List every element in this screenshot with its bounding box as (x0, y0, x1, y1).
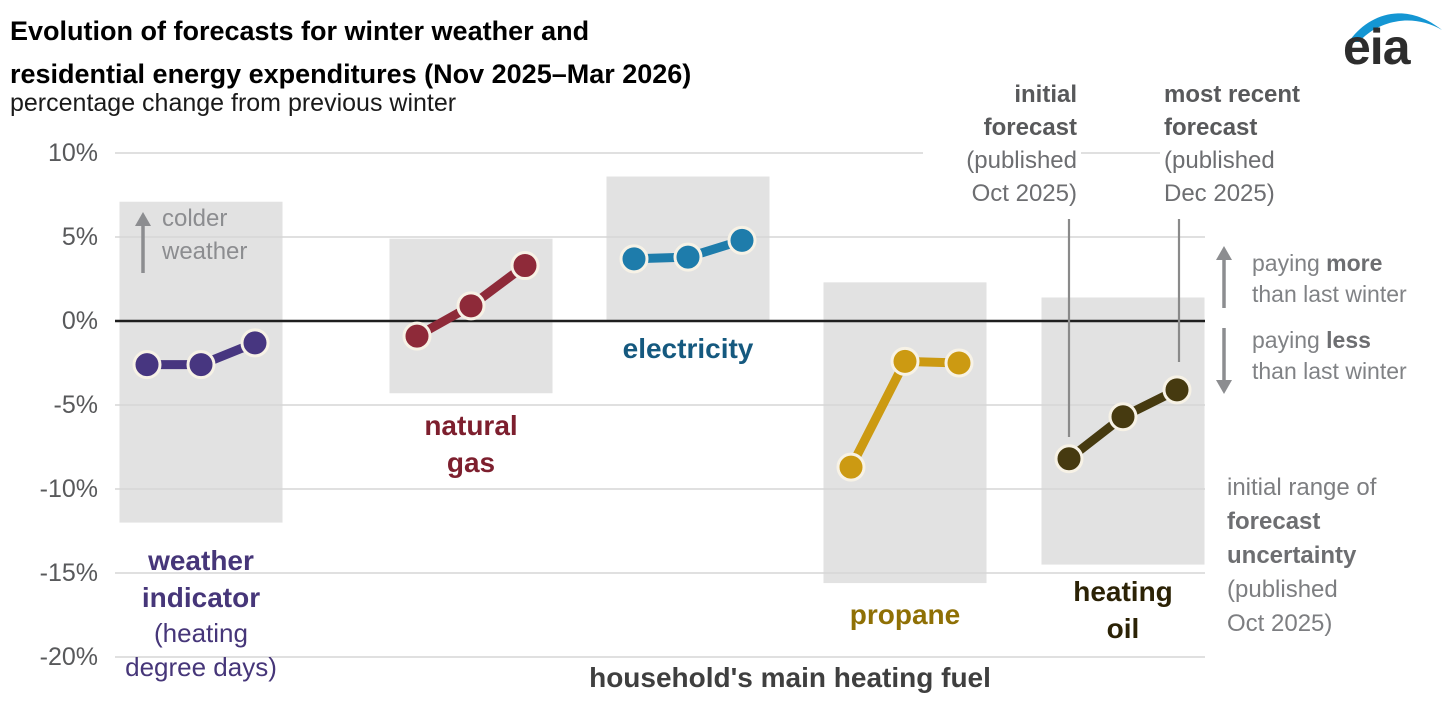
chart-title: Evolution of forecasts for winter weathe… (10, 10, 691, 96)
initial-forecast-line3: (published (966, 147, 1077, 174)
data-point-natural-gas-2 (510, 251, 540, 281)
y-tick-label--20: -20% (39, 643, 98, 671)
group-label-line: indicator (141, 582, 261, 613)
eia-logo-text: eia (1343, 19, 1411, 75)
data-point-weather-indicator-2 (240, 328, 270, 358)
uncertainty-bold2: uncertainty (1227, 542, 1357, 569)
group-label-weather-indicator: weather indicator (heating degree days) (71, 542, 331, 684)
uncertainty-line1: initial range of (1227, 474, 1377, 501)
paying-less-line2: than last winter (1252, 358, 1407, 384)
y-tick-label-10: 10% (47, 139, 98, 167)
eia-logo: eia (1341, 6, 1442, 76)
data-point-propane-0 (836, 452, 866, 482)
data-point-heating-oil-1 (1108, 402, 1138, 432)
initial-forecast-annotation: initial forecast (published Oct 2025) (923, 78, 1081, 210)
chart-subtitle: percentage change from previous winter (10, 89, 457, 117)
data-point-electricity-0 (619, 244, 649, 274)
group-label-line: propane (849, 599, 961, 630)
colder-weather-arrow-icon (135, 212, 151, 226)
group-label-line: (heating (154, 618, 248, 648)
uncertainty-line3: (published (1227, 576, 1338, 603)
uncertainty-line4: Oct 2025) (1227, 610, 1333, 637)
most-recent-forecast-bold1: most recent (1164, 81, 1301, 108)
chart-title-line2: residential energy expenditures (Nov 202… (10, 59, 692, 89)
chart-title-line1: Evolution of forecasts for winter weathe… (10, 16, 590, 46)
group-label-heating-oil: heating oil (993, 573, 1253, 647)
paying-more-line1: paying more (1252, 248, 1407, 279)
uncertainty-box-propane (823, 282, 987, 584)
paying-less-line1: paying less (1252, 325, 1407, 356)
eia-swoosh-icon (1350, 13, 1442, 42)
uncertainty-bold1: forecast (1227, 508, 1321, 535)
y-tick-label-0: 0% (61, 307, 98, 335)
paying-less-bold: less (1326, 327, 1371, 353)
paying-more-annotation: paying more than last winter (1252, 248, 1407, 310)
data-point-electricity-1 (673, 242, 703, 272)
group-label-propane: propane (775, 596, 1035, 633)
colder-weather-line2: weather (162, 238, 248, 265)
paying-more-bold: more (1326, 250, 1383, 276)
most-recent-forecast-line3: (published (1164, 147, 1275, 174)
initial-forecast-bold2: forecast (983, 114, 1077, 141)
paying-more-up-arrow-icon (1216, 246, 1232, 260)
data-point-electricity-2 (727, 225, 757, 255)
data-point-natural-gas-1 (456, 291, 486, 321)
data-point-heating-oil-0 (1054, 444, 1084, 474)
most-recent-forecast-bold2: forecast (1164, 114, 1258, 141)
y-tick-label--10: -10% (39, 475, 98, 503)
paying-less-prefix: paying (1252, 327, 1327, 353)
group-label-line: weather (148, 545, 254, 576)
uncertainty-range-annotation: initial range of forecast uncertainty (p… (1227, 471, 1376, 641)
group-label-line: degree days) (125, 652, 277, 682)
group-label-line: heating (1073, 576, 1173, 607)
group-label-line: electricity (622, 333, 754, 364)
paying-less-annotation: paying less than last winter (1252, 325, 1407, 387)
initial-forecast-line4: Oct 2025) (971, 180, 1077, 207)
colder-weather-line1: colder (162, 205, 228, 232)
colder-weather-annotation: colder weather (162, 202, 247, 268)
group-label-natural-gas: natural gas (341, 407, 601, 481)
paying-more-line2: than last winter (1252, 281, 1407, 307)
y-tick-label--15: -15% (39, 559, 98, 587)
most-recent-forecast-annotation: most recent forecast (published Dec 2025… (1160, 78, 1346, 210)
initial-forecast-bold1: initial (1014, 81, 1077, 108)
data-point-heating-oil-2 (1162, 375, 1192, 405)
x-axis-label: household's main heating fuel (589, 662, 991, 693)
most-recent-forecast-line4: Dec 2025) (1164, 180, 1275, 207)
group-label-line: oil (1106, 613, 1140, 644)
group-label-line: natural (424, 410, 518, 441)
data-point-weather-indicator-0 (132, 350, 162, 380)
y-tick-label--5: -5% (53, 391, 98, 419)
data-point-weather-indicator-1 (186, 350, 216, 380)
group-label-line: gas (446, 447, 496, 478)
paying-less-down-arrow-icon (1216, 380, 1232, 394)
data-point-propane-2 (944, 348, 974, 378)
data-point-natural-gas-0 (402, 321, 432, 351)
paying-more-prefix: paying (1252, 250, 1327, 276)
data-point-propane-1 (890, 346, 920, 376)
group-label-electricity: electricity (558, 330, 818, 367)
y-tick-label-5: 5% (61, 223, 98, 251)
